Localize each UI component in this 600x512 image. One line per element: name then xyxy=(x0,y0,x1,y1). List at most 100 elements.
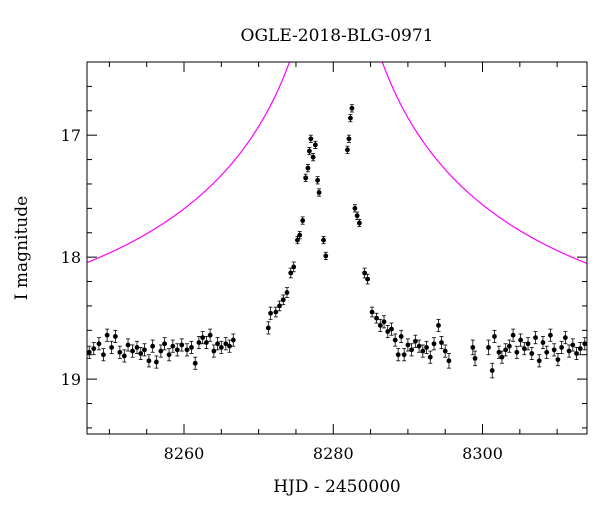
data-point xyxy=(215,337,220,351)
point-marker xyxy=(207,332,213,338)
data-point xyxy=(284,287,290,298)
data-point xyxy=(146,354,152,368)
data-point xyxy=(492,329,497,343)
point-marker xyxy=(582,341,587,347)
data-point xyxy=(566,344,572,358)
data-point xyxy=(405,338,411,352)
point-marker xyxy=(109,345,115,350)
point-marker xyxy=(431,341,437,347)
point-marker xyxy=(112,334,118,339)
point-marker xyxy=(306,148,312,154)
point-marker xyxy=(499,354,505,360)
point-marker xyxy=(420,348,426,354)
point-marker xyxy=(277,303,282,309)
data-point xyxy=(200,331,206,345)
data-point xyxy=(503,343,509,357)
point-marker xyxy=(496,349,502,355)
data-point xyxy=(352,204,358,213)
data-point xyxy=(315,176,320,185)
point-marker xyxy=(345,147,350,153)
point-marker xyxy=(424,345,429,350)
point-marker xyxy=(297,232,303,238)
point-marker xyxy=(439,340,444,345)
data-point xyxy=(207,328,213,342)
data-point xyxy=(401,348,407,362)
data-point xyxy=(548,328,553,342)
chart-title: OGLE-2018-BLG-0971 xyxy=(241,26,434,46)
point-marker xyxy=(204,340,209,345)
data-point xyxy=(218,340,224,354)
point-marker xyxy=(211,348,217,354)
point-marker xyxy=(362,270,368,276)
point-marker xyxy=(548,332,553,338)
point-marker xyxy=(121,353,127,359)
data-point xyxy=(312,140,318,149)
data-point xyxy=(121,349,127,363)
point-marker xyxy=(321,237,326,243)
point-marker xyxy=(179,342,185,348)
point-marker xyxy=(365,276,370,282)
data-point xyxy=(125,338,131,352)
point-marker xyxy=(280,297,286,303)
point-marker xyxy=(166,352,172,358)
data-point xyxy=(174,343,180,357)
point-marker xyxy=(436,323,441,328)
point-marker xyxy=(349,105,355,111)
data-point xyxy=(291,261,297,273)
data-point xyxy=(321,236,326,245)
data-point xyxy=(377,318,383,332)
data-point xyxy=(514,345,520,359)
data-point xyxy=(323,251,329,260)
y-tick-label: 19 xyxy=(61,370,81,389)
model-curve xyxy=(87,62,587,264)
data-point xyxy=(577,342,583,356)
data-point xyxy=(154,355,159,369)
point-marker xyxy=(291,264,297,270)
data-point xyxy=(109,340,115,354)
data-point xyxy=(424,340,429,354)
data-point xyxy=(104,328,110,342)
point-marker xyxy=(510,332,516,338)
point-marker xyxy=(492,334,497,339)
data-point xyxy=(196,336,202,350)
point-marker xyxy=(521,346,527,352)
data-point xyxy=(192,356,198,370)
data-point xyxy=(189,340,194,354)
data-point xyxy=(142,343,147,357)
data-point xyxy=(303,173,309,182)
point-marker xyxy=(416,343,422,349)
point-marker xyxy=(544,349,550,355)
data-point xyxy=(280,294,286,306)
point-marker xyxy=(442,348,448,354)
data-point xyxy=(506,339,512,353)
data-point xyxy=(308,134,314,143)
data-point xyxy=(138,347,144,361)
x-axis-label: HJD - 2450000 xyxy=(273,477,401,497)
point-marker xyxy=(377,323,383,328)
point-marker xyxy=(503,347,509,353)
point-marker xyxy=(174,347,180,353)
data-point xyxy=(381,315,387,329)
plot-area xyxy=(86,61,588,435)
data-point xyxy=(158,344,164,358)
point-marker xyxy=(506,343,512,349)
data-point xyxy=(288,267,294,279)
point-marker xyxy=(559,345,565,350)
point-marker xyxy=(354,213,360,219)
plot-frame xyxy=(86,61,588,435)
point-marker xyxy=(446,358,452,364)
data-point xyxy=(551,343,557,357)
point-marker xyxy=(303,175,309,181)
y-tick-label: 18 xyxy=(61,248,81,267)
data-point xyxy=(230,333,236,347)
point-marker xyxy=(312,142,318,148)
point-marker xyxy=(323,253,329,259)
data-point xyxy=(582,337,587,351)
data-point xyxy=(130,344,135,358)
data-point xyxy=(439,336,444,350)
data-point xyxy=(184,343,190,357)
point-marker xyxy=(101,352,106,358)
point-marker xyxy=(472,355,478,361)
data-point xyxy=(392,333,398,347)
data-point xyxy=(420,344,426,358)
